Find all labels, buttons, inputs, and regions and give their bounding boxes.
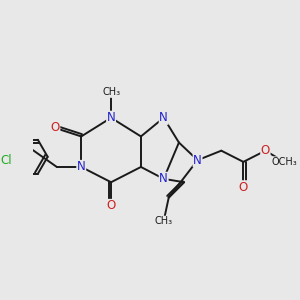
- Text: O: O: [50, 122, 60, 134]
- Text: OCH₃: OCH₃: [271, 157, 297, 167]
- Text: CH₃: CH₃: [154, 216, 173, 226]
- Text: CH₃: CH₃: [102, 87, 120, 97]
- Text: N: N: [107, 111, 116, 124]
- Text: N: N: [159, 111, 168, 124]
- Text: O: O: [106, 200, 116, 212]
- Text: O: O: [239, 181, 248, 194]
- Text: N: N: [77, 160, 85, 173]
- Text: Cl: Cl: [1, 154, 12, 167]
- Text: N: N: [193, 154, 202, 167]
- Text: O: O: [261, 144, 270, 157]
- Text: N: N: [159, 172, 168, 185]
